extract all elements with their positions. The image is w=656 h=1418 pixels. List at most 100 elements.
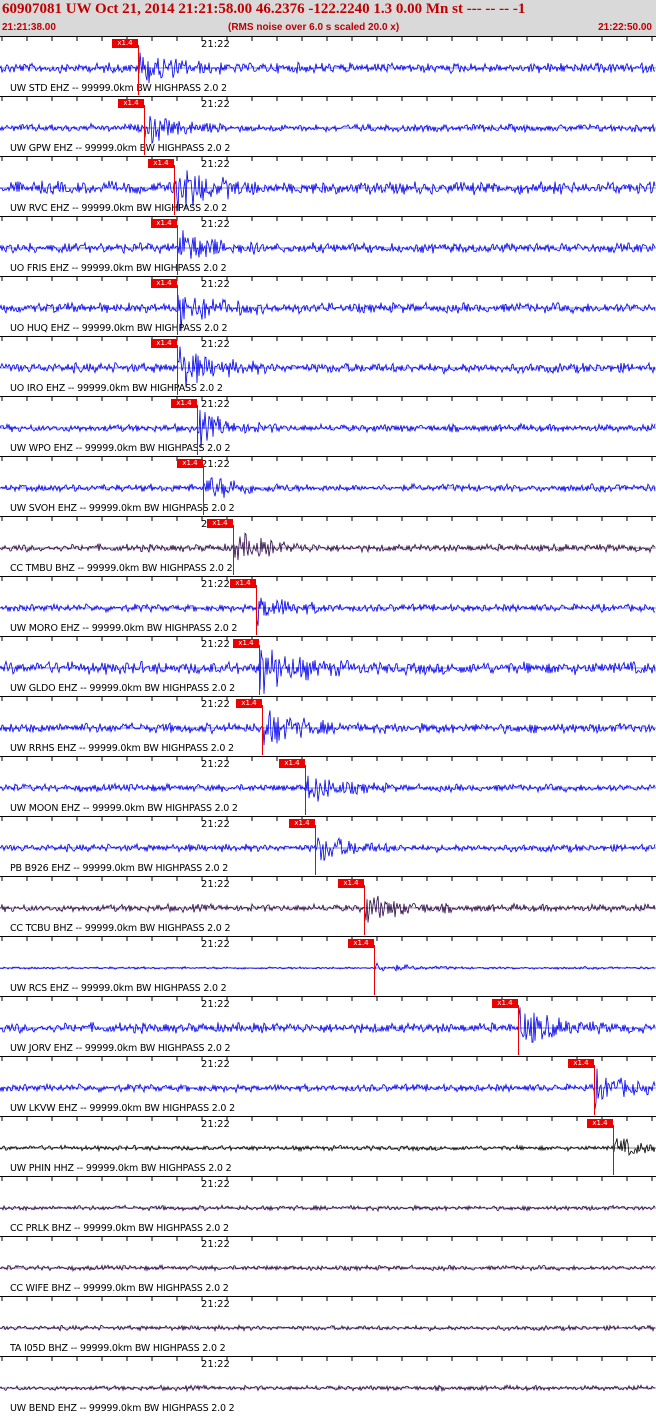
pick-flag: x1.4: [230, 579, 256, 588]
minute-label: 21:22: [201, 1059, 230, 1070]
station-label: UW MOON EHZ -- 99999.0km BW HIGHPASS 2.0…: [10, 803, 238, 814]
station-label: UW RVC EHZ -- 99999.0km BW HIGHPASS 2.0 …: [10, 203, 227, 214]
pick-flag: x1.4: [236, 699, 262, 708]
waveform-line: [0, 1138, 656, 1156]
pick-marker-line: [177, 345, 178, 395]
seismogram-svg: [0, 1177, 656, 1213]
trace-panel: 21:22 UO HUQ EHZ -- 99999.0km BW HIGHPASS…: [0, 276, 656, 336]
pick-marker-line: [613, 1125, 614, 1175]
seismogram-svg: [0, 37, 656, 84]
trace-panel: 21:22 UW JORV EHZ -- 99999.0km BW HIGHPAS…: [0, 996, 656, 1056]
pick-marker-line: [594, 1065, 595, 1115]
trace-stack: 21:22 UW STD EHZ -- 99999.0km BW HIGHPASS…: [0, 36, 656, 1418]
pick-marker-line: [518, 1005, 519, 1055]
pick-flag: x1.4: [289, 819, 315, 828]
waveform-line: [0, 532, 656, 561]
waveform-line: [0, 170, 656, 212]
minute-label: 21:22: [201, 1359, 230, 1370]
minute-label: 21:22: [201, 1119, 230, 1130]
station-label: TA I05D BHZ -- 99999.0km BW HIGHPASS 2.0…: [10, 1343, 226, 1354]
trace-panel: 21:22 UW WPO EHZ -- 99999.0km BW HIGHPASS…: [0, 396, 656, 456]
pick-flag: x1.4: [207, 519, 233, 528]
station-label: UW JORV EHZ -- 99999.0km BW HIGHPASS 2.0…: [10, 1043, 231, 1054]
trace-panel: 21:22 UW GLDO EHZ -- 99999.0km BW HIGHPAS…: [0, 636, 656, 696]
pick-marker-line: [233, 525, 234, 575]
waveform-line: [0, 1007, 656, 1043]
waveform-line: [0, 962, 656, 972]
minute-label: 21:22: [201, 759, 230, 770]
trace-panel: 21:22 CC PRLK BHZ -- 99999.0km BW HIGHPAS…: [0, 1176, 656, 1236]
station-label: CC TMBU BHZ -- 99999.0km BW HIGHPASS 2.0…: [10, 563, 233, 574]
station-label: UW RCS EHZ -- 99999.0km BW HIGHPASS 2.0 …: [10, 983, 227, 994]
seismogram-svg: [0, 937, 656, 972]
seismogram-svg: [0, 1057, 656, 1109]
waveform-line: [0, 230, 656, 259]
pick-marker-line: [138, 45, 139, 95]
pick-marker-line: [364, 885, 365, 935]
pick-flag: x1.4: [151, 339, 177, 348]
waveform-line: [0, 1068, 656, 1109]
end-time: 21:22:50.00: [598, 22, 652, 33]
trace-panel: 21:22 UW RCS EHZ -- 99999.0km BW HIGHPASS…: [0, 936, 656, 996]
station-label: CC PRLK BHZ -- 99999.0km BW HIGHPASS 2.0…: [10, 1223, 229, 1234]
waveform-line: [0, 775, 656, 802]
pick-flag: x1.4: [348, 939, 374, 948]
minute-label: 21:22: [201, 339, 230, 350]
minute-label: 21:22: [201, 879, 230, 890]
pick-marker-line: [305, 765, 306, 815]
waveform-line: [0, 1323, 656, 1333]
seismogram-svg: [0, 697, 656, 746]
seismogram-svg: [0, 1357, 656, 1393]
seismogram-svg: [0, 997, 656, 1043]
pick-flag: x1.4: [112, 39, 138, 48]
pick-flag: x1.4: [171, 399, 197, 408]
trace-panel: 21:22 UW MORO EHZ -- 99999.0km BW HIGHPAS…: [0, 576, 656, 636]
trace-panel: 21:22 PB B926 EHZ -- 99999.0km BW HIGHPAS…: [0, 816, 656, 876]
seismogram-svg: [0, 757, 656, 802]
minute-label: 21:22: [201, 939, 230, 950]
seismogram-svg: [0, 1297, 656, 1333]
waveform-line: [0, 116, 656, 145]
seismogram-svg: [0, 217, 656, 259]
seismogram-svg: [0, 577, 656, 627]
trace-panel: 21:22 UW PHIN HHZ -- 99999.0km BW HIGHPAS…: [0, 1116, 656, 1176]
header-bar: 60907081 UW Oct 21, 2014 21:21:58.00 46.…: [0, 0, 656, 36]
pick-marker-line: [374, 945, 375, 995]
pick-flag: x1.4: [279, 759, 305, 768]
pick-flag: x1.4: [151, 279, 177, 288]
scale-note: (RMS noise over 6.0 s scaled 20.0 x): [228, 22, 400, 33]
station-label: UO IRO EHZ -- 99999.0km BW HIGHPASS 2.0 …: [10, 383, 223, 394]
seismogram-svg: [0, 637, 656, 694]
station-label: UW MORO EHZ -- 99999.0km BW HIGHPASS 2.0…: [10, 623, 238, 634]
minute-label: 21:22: [201, 459, 230, 470]
pick-marker-line: [262, 705, 263, 755]
trace-panel: 21:22 UW GPW EHZ -- 99999.0km BW HIGHPASS…: [0, 96, 656, 156]
pick-marker-line: [197, 405, 198, 455]
waveform-line: [0, 52, 656, 84]
pick-flag: x1.4: [492, 999, 518, 1008]
trace-panel: 21:22 UW MOON EHZ -- 99999.0km BW HIGHPAS…: [0, 756, 656, 816]
waveform-line: [0, 346, 656, 388]
station-label: UW WPO EHZ -- 99999.0km BW HIGHPASS 2.0 …: [10, 443, 231, 454]
station-label: UW GPW EHZ -- 99999.0km BW HIGHPASS 2.0 …: [10, 143, 231, 154]
station-label: UW RRHS EHZ -- 99999.0km BW HIGHPASS 2.0…: [10, 743, 234, 754]
waveform-line: [0, 649, 656, 694]
waveform-line: [0, 895, 656, 923]
seismogram-svg: [0, 97, 656, 145]
station-label: UO HUQ EHZ -- 99999.0km BW HIGHPASS 2.0 …: [10, 323, 228, 334]
station-label: UW LKVW EHZ -- 99999.0km BW HIGHPASS 2.0…: [10, 1103, 235, 1114]
minute-label: 21:22: [201, 1239, 230, 1250]
pick-flag: x1.4: [338, 879, 364, 888]
trace-panel: 21:22 UW LKVW EHZ -- 99999.0km BW HIGHPAS…: [0, 1056, 656, 1116]
station-label: UW PHIN HHZ -- 99999.0km BW HIGHPASS 2.0…: [10, 1163, 232, 1174]
waveform-line: [0, 837, 656, 861]
pick-flag: x1.4: [177, 459, 203, 468]
minute-label: 21:22: [201, 639, 230, 650]
seismogram-svg: [0, 1237, 656, 1273]
seismogram-svg: [0, 517, 656, 561]
minute-label: 21:22: [201, 99, 230, 110]
seismogram-svg: [0, 877, 656, 923]
trace-panel: 21:22 UW RRHS EHZ -- 99999.0km BW HIGHPAS…: [0, 696, 656, 756]
pick-flag: x1.4: [118, 99, 144, 108]
pick-marker-line: [203, 465, 204, 515]
